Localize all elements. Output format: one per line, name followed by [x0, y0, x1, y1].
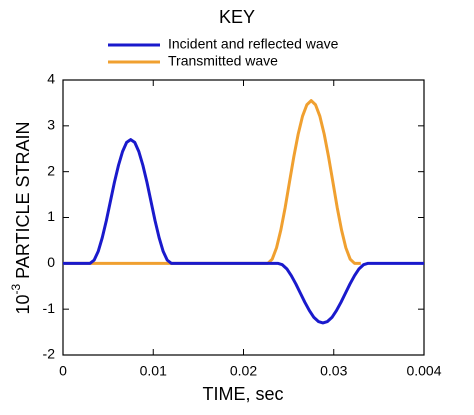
legend-label: Incident and reflected wave [168, 36, 339, 52]
x-tick-label: 0.01 [140, 363, 167, 379]
x-tick-label: 0.004 [406, 363, 441, 379]
x-tick-label: 0.03 [320, 363, 347, 379]
plot-frame [62, 79, 425, 356]
y-tick-label: 0 [47, 254, 55, 270]
y-label-text: PARTICLE STRAIN [13, 121, 33, 278]
y-axis-label: 10-3 PARTICLE STRAIN [9, 121, 33, 314]
y-label-base: 10 [13, 295, 33, 315]
y-tick-label: 1 [47, 208, 55, 224]
legend-label: Transmitted wave [168, 53, 278, 69]
y-tick-label: 4 [47, 71, 55, 87]
x-axis-label: TIME, sec [202, 384, 283, 404]
x-tick-label: 0 [59, 363, 67, 379]
y-tick-label: 2 [47, 162, 55, 178]
y-label-exponent: -3 [9, 284, 23, 295]
line-series [63, 99, 361, 265]
y-tick-label: 3 [47, 117, 55, 133]
legend-title: KEY [219, 7, 255, 27]
y-tick-label: -1 [43, 300, 56, 316]
x-tick-label: 0.02 [230, 363, 257, 379]
line-series [63, 138, 424, 325]
y-tick-label: -2 [43, 346, 56, 362]
